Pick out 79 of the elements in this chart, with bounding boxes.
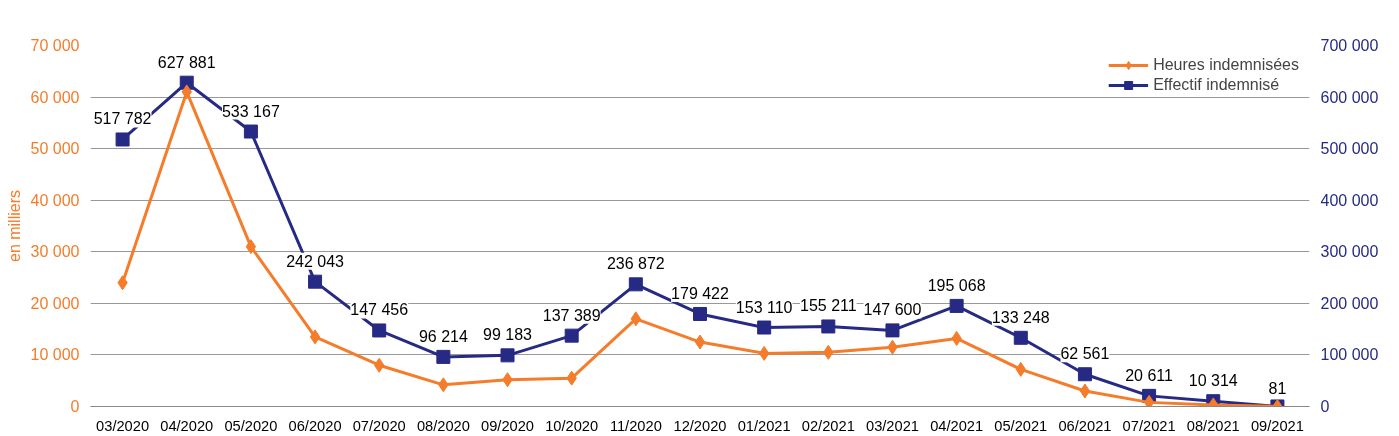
x-tick-label: 02/2021 [801, 417, 855, 434]
x-tick-label: 06/2021 [1058, 417, 1112, 434]
x-tick-label: 01/2021 [737, 417, 791, 434]
x-tick-label: 08/2021 [1186, 417, 1240, 434]
x-tick-label: 08/2020 [416, 417, 470, 434]
point [500, 348, 515, 363]
y-axis-title: en milliers [5, 189, 23, 263]
data-label: 242 043 [286, 252, 345, 270]
data-label: 99 183 [483, 326, 533, 344]
point [436, 349, 451, 364]
data-label: 627 881 [157, 53, 216, 71]
data-label: 517 782 [93, 110, 152, 128]
data-label: 147 600 [863, 301, 922, 319]
point [243, 124, 258, 139]
y2-tick-label: 700 000 [1320, 37, 1379, 54]
point [309, 329, 321, 345]
data-label: 96 214 [418, 327, 468, 345]
legend-label: Effectif indemnisé [1153, 76, 1280, 94]
x-tick-label: 09/2021 [1250, 417, 1304, 434]
y-tick-label: 60 000 [30, 88, 80, 106]
data-label: 137 389 [542, 306, 601, 324]
data-label: 62 561 [1060, 345, 1110, 363]
data-label: 533 167 [221, 102, 280, 120]
y-tick-label: 20 000 [30, 294, 80, 312]
point [758, 345, 770, 361]
y2-tick-label: 500 000 [1320, 140, 1379, 158]
point [115, 132, 130, 147]
point [308, 274, 323, 289]
data-label: 133 248 [991, 308, 1050, 326]
point [694, 334, 706, 350]
x-tick-label: 06/2020 [288, 417, 342, 434]
data-label: 81 [1268, 380, 1287, 398]
data-label: 179 422 [671, 284, 730, 302]
y2-tick-label: 100 000 [1320, 346, 1379, 364]
y2-tick-label: 600 000 [1320, 88, 1379, 106]
point [564, 328, 579, 343]
data-label: 20 611 [1125, 366, 1174, 384]
point [949, 298, 964, 313]
point [1013, 330, 1028, 345]
point [821, 319, 836, 334]
y-tick-label: 50 000 [30, 140, 80, 158]
data-label: 195 068 [927, 276, 986, 294]
x-tick-label: 05/2020 [224, 417, 278, 434]
x-tick-label: 11/2020 [609, 417, 662, 434]
y2-tick-label: 400 000 [1320, 191, 1379, 209]
legend-label: Heures indemnisées [1153, 56, 1299, 74]
point [630, 311, 642, 327]
x-tick-label: 04/2021 [930, 417, 984, 434]
y-tick-label: 70 000 [30, 37, 80, 54]
x-tick-label: 07/2021 [1122, 417, 1176, 434]
y-tick-label: 10 000 [30, 346, 80, 364]
point [372, 323, 387, 338]
point [693, 306, 707, 321]
point [757, 320, 772, 335]
x-tick-label: 05/2021 [994, 417, 1048, 434]
point [1079, 383, 1091, 399]
x-tick-label: 07/2020 [352, 417, 406, 434]
data-label: 10 314 [1188, 372, 1238, 390]
y2-tick-label: 300 000 [1320, 243, 1379, 261]
data-label: 147 456 [350, 301, 409, 319]
x-tick-label: 10/2020 [545, 417, 599, 434]
x-tick-label: 03/2021 [865, 417, 919, 434]
point [245, 239, 257, 255]
point [885, 323, 900, 338]
data-label: 236 872 [606, 255, 665, 273]
x-tick-label: 12/2020 [673, 417, 727, 434]
y2-tick-label: 200 000 [1320, 294, 1379, 312]
x-tick-label: 09/2020 [481, 417, 535, 434]
point [628, 277, 643, 292]
point [1143, 394, 1155, 407]
y-tick-label: 30 000 [30, 243, 80, 261]
y2-tick-label: 0 [1320, 398, 1330, 415]
x-tick-label: 04/2020 [160, 417, 214, 434]
x-tick-label: 03/2020 [96, 417, 150, 434]
y-tick-label: 40 000 [30, 191, 80, 209]
y-tick-label: 0 [70, 398, 80, 415]
point [1077, 367, 1092, 382]
data-label: 155 211 [799, 297, 857, 315]
data-label: 153 110 [735, 298, 793, 316]
